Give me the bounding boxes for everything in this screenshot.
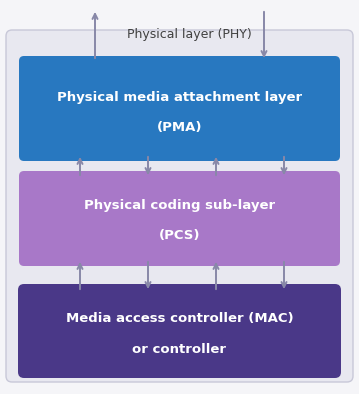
FancyBboxPatch shape (19, 56, 340, 161)
Text: (PCS): (PCS) (159, 229, 200, 242)
FancyBboxPatch shape (19, 171, 340, 266)
FancyBboxPatch shape (6, 30, 353, 382)
FancyBboxPatch shape (18, 284, 341, 378)
Text: Physical coding sub-layer: Physical coding sub-layer (84, 199, 275, 212)
Text: Physical layer (PHY): Physical layer (PHY) (127, 28, 252, 41)
Text: Physical media attachment layer: Physical media attachment layer (57, 91, 302, 104)
Text: or controller: or controller (132, 342, 227, 355)
Text: Media access controller (MAC): Media access controller (MAC) (66, 312, 293, 325)
Text: (PMA): (PMA) (157, 121, 202, 134)
